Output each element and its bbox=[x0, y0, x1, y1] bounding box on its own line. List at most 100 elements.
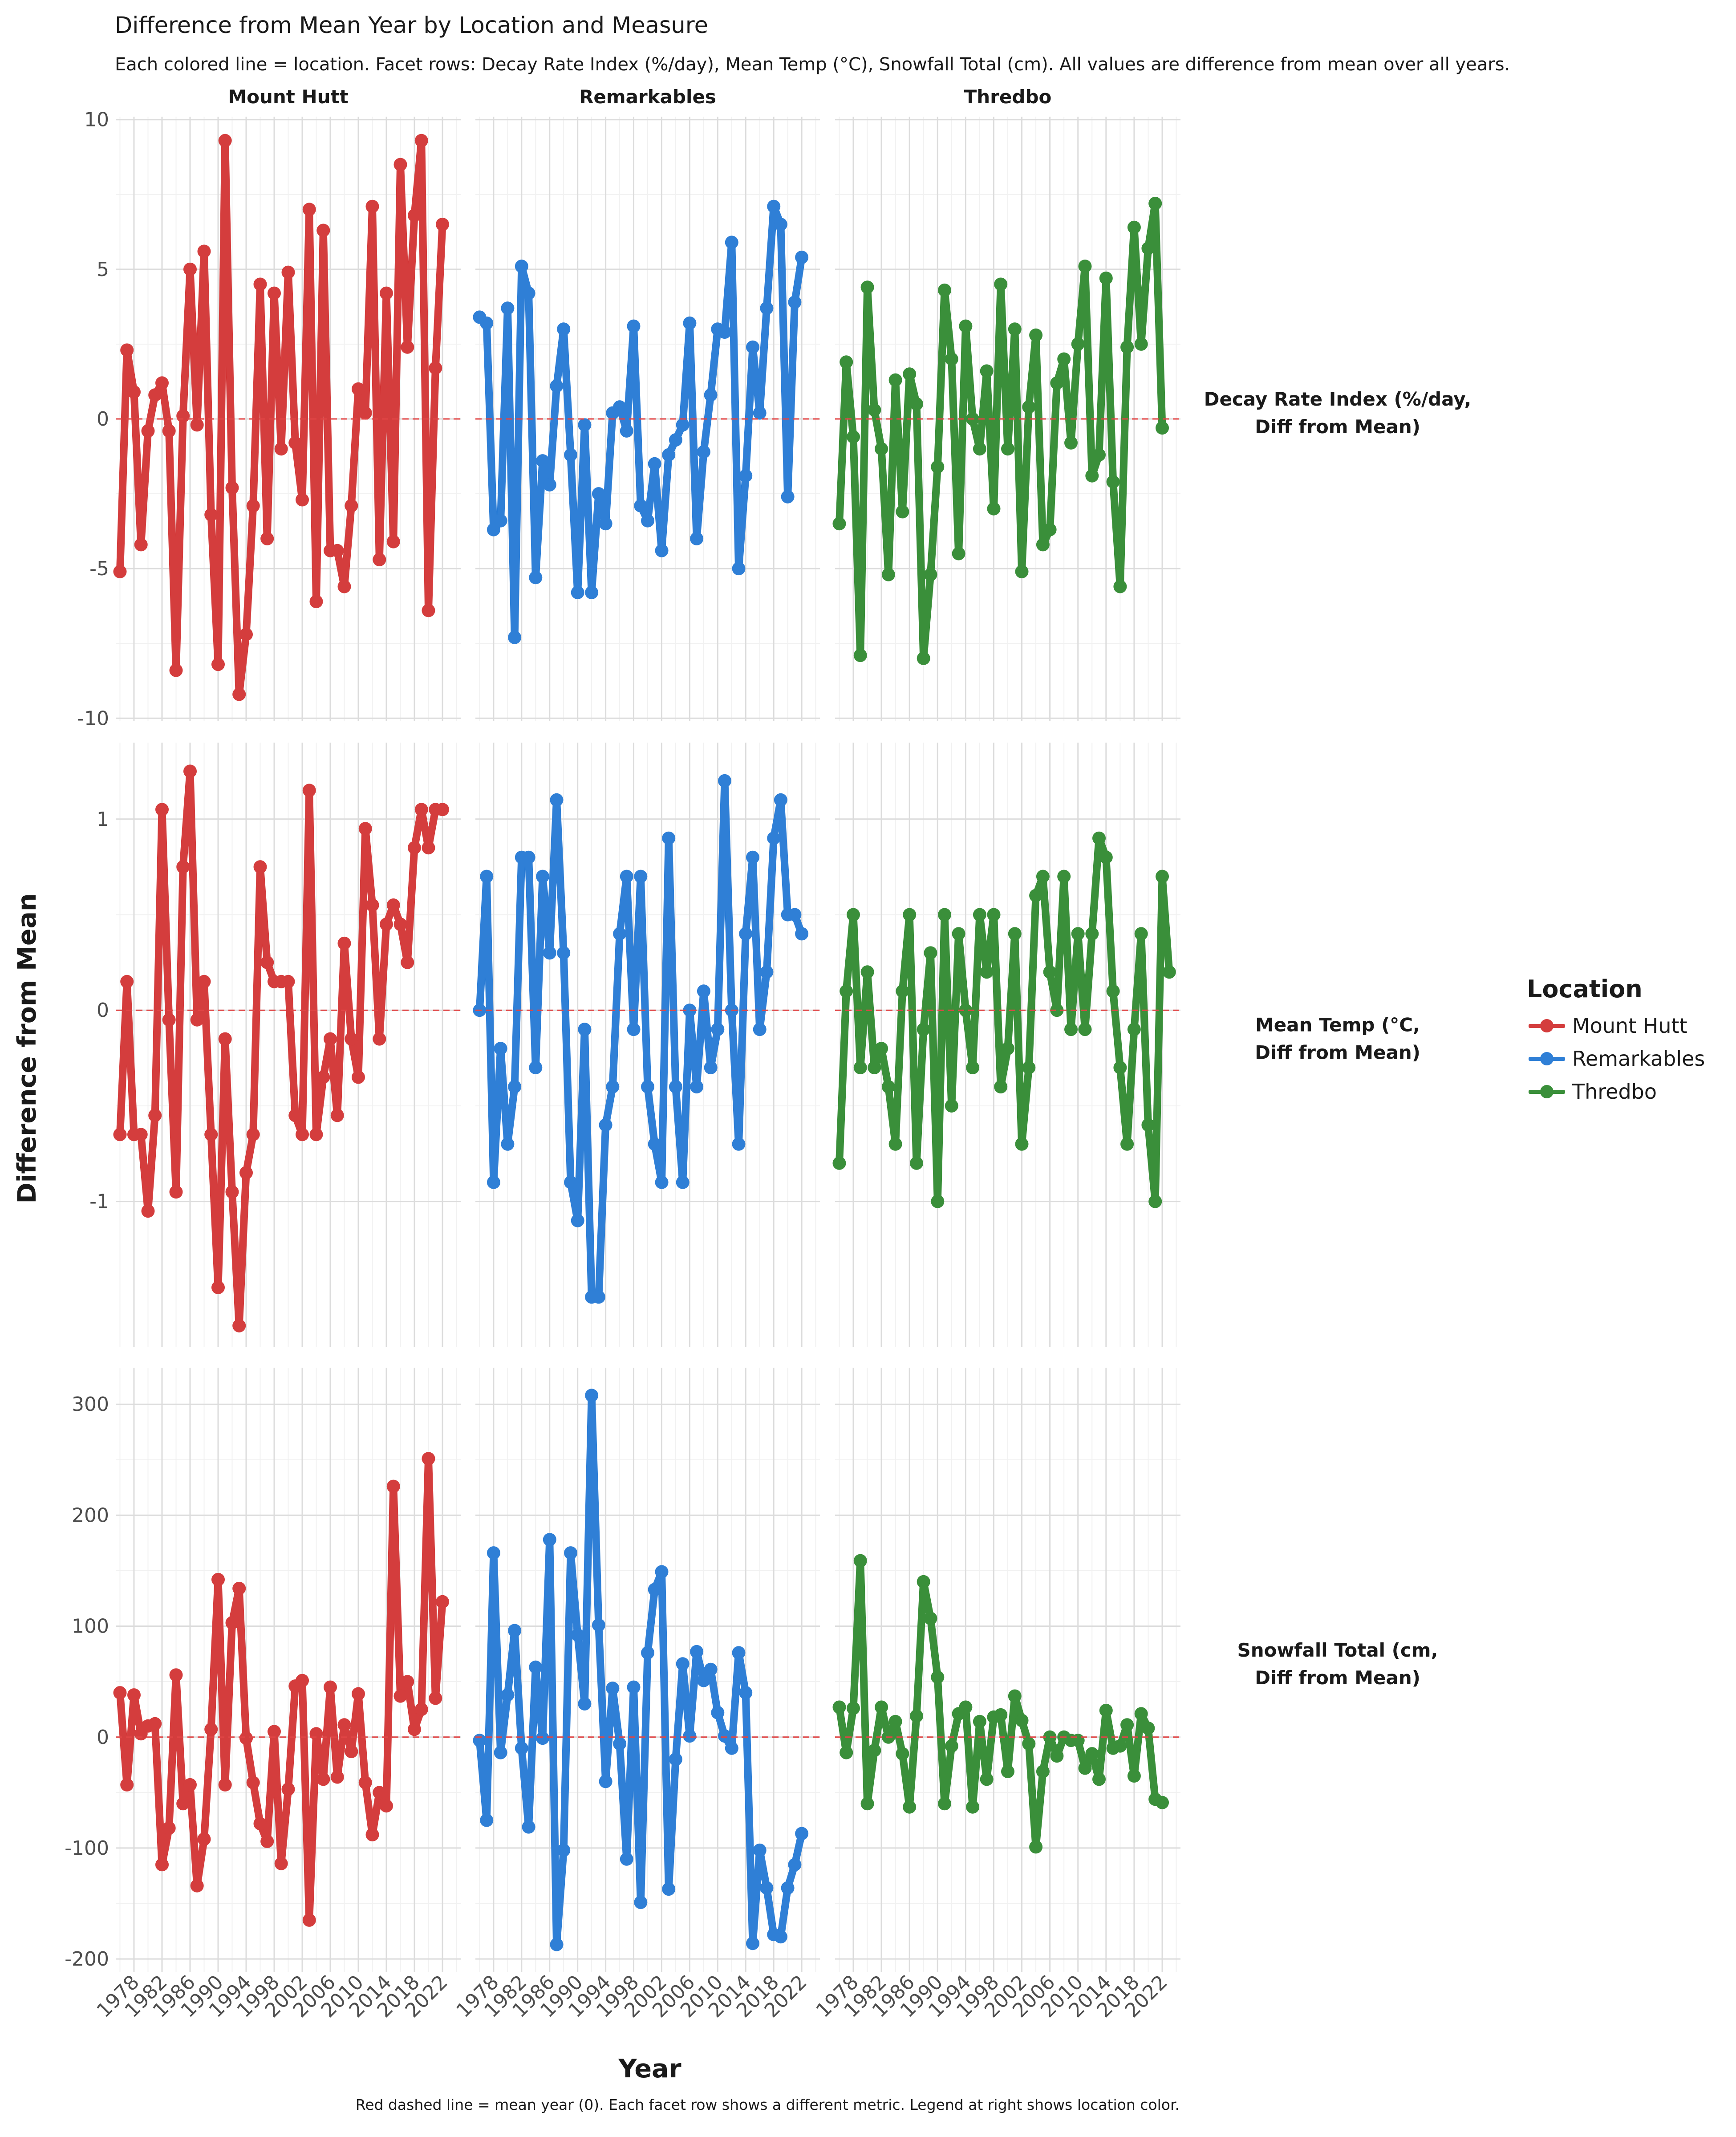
data-point-mount-hutt bbox=[296, 1128, 309, 1142]
data-point-mount-hutt bbox=[211, 1572, 225, 1586]
data-point-remarkables bbox=[774, 793, 787, 807]
chart-subtitle: Each colored line = location. Facet rows… bbox=[115, 54, 1510, 75]
data-point-mount-hutt bbox=[225, 481, 239, 495]
data-point-remarkables bbox=[550, 793, 564, 807]
data-point-mount-hutt bbox=[169, 1185, 183, 1199]
data-point-thredbo bbox=[1162, 965, 1176, 979]
panel-mount-hutt-row-3 bbox=[113, 1368, 461, 1972]
data-point-mount-hutt bbox=[288, 436, 302, 450]
data-point-remarkables bbox=[704, 1061, 718, 1074]
data-point-mount-hutt bbox=[386, 535, 400, 548]
data-point-thredbo bbox=[980, 1772, 994, 1786]
data-point-mount-hutt bbox=[330, 544, 344, 557]
y-tick-label: 0 bbox=[97, 408, 109, 431]
data-point-remarkables bbox=[536, 1731, 549, 1745]
data-point-thredbo bbox=[903, 1800, 917, 1814]
data-point-mount-hutt bbox=[288, 1109, 302, 1122]
data-point-remarkables bbox=[760, 965, 774, 979]
panel-remarkables-row-2 bbox=[473, 743, 820, 1347]
legend: Location Mount Hutt Remarkables Thredbo bbox=[1527, 975, 1705, 1108]
data-point-remarkables bbox=[641, 514, 654, 528]
data-point-thredbo bbox=[840, 1746, 853, 1759]
data-point-remarkables bbox=[578, 1023, 592, 1036]
data-point-thredbo bbox=[973, 442, 986, 456]
data-point-mount-hutt bbox=[429, 1691, 442, 1705]
data-point-remarkables bbox=[501, 1688, 515, 1702]
data-point-thredbo bbox=[1071, 927, 1085, 941]
data-point-mount-hutt bbox=[422, 841, 435, 855]
data-point-remarkables bbox=[480, 1813, 494, 1827]
data-point-mount-hutt bbox=[309, 1727, 323, 1741]
data-point-mount-hutt bbox=[127, 1688, 141, 1702]
data-point-mount-hutt bbox=[113, 565, 127, 578]
data-point-thredbo bbox=[868, 403, 881, 417]
data-point-remarkables bbox=[697, 984, 710, 998]
data-point-remarkables bbox=[620, 424, 633, 438]
data-point-remarkables bbox=[704, 1662, 718, 1676]
data-point-mount-hutt bbox=[302, 1913, 316, 1927]
y-tick-label: 300 bbox=[72, 1393, 109, 1416]
data-point-thredbo bbox=[994, 277, 1008, 291]
data-point-mount-hutt bbox=[352, 382, 365, 396]
data-point-thredbo bbox=[847, 908, 860, 922]
data-point-mount-hutt bbox=[211, 658, 225, 671]
data-point-mount-hutt bbox=[246, 1775, 260, 1789]
data-point-thredbo bbox=[917, 1575, 930, 1589]
data-point-remarkables bbox=[578, 1697, 592, 1710]
legend-label-mount-hutt: Mount Hutt bbox=[1572, 1014, 1687, 1038]
data-point-thredbo bbox=[840, 984, 853, 998]
data-point-thredbo bbox=[847, 430, 860, 444]
data-point-thredbo bbox=[1120, 340, 1134, 354]
data-point-remarkables bbox=[648, 1583, 661, 1597]
data-point-mount-hutt bbox=[414, 803, 428, 817]
data-point-mount-hutt bbox=[337, 1718, 351, 1732]
data-point-mount-hutt bbox=[176, 409, 190, 423]
data-point-mount-hutt bbox=[401, 1675, 414, 1689]
data-point-mount-hutt bbox=[380, 1799, 393, 1813]
data-point-thredbo bbox=[1015, 565, 1029, 578]
data-point-mount-hutt bbox=[268, 1725, 281, 1739]
data-point-thredbo bbox=[1043, 965, 1057, 979]
data-point-thredbo bbox=[1064, 1023, 1078, 1036]
data-point-thredbo bbox=[875, 442, 888, 456]
data-point-thredbo bbox=[910, 1709, 923, 1723]
data-point-mount-hutt bbox=[345, 1032, 358, 1046]
data-point-remarkables bbox=[585, 1389, 599, 1402]
data-point-mount-hutt bbox=[358, 822, 372, 836]
series-line-remarkables bbox=[475, 1391, 806, 1949]
data-point-thredbo bbox=[952, 927, 965, 941]
data-point-remarkables bbox=[718, 325, 731, 339]
data-point-remarkables bbox=[508, 1080, 522, 1093]
data-point-remarkables bbox=[732, 562, 746, 576]
data-point-thredbo bbox=[1071, 1734, 1085, 1747]
data-point-remarkables bbox=[676, 1175, 690, 1189]
data-point-thredbo bbox=[1071, 337, 1085, 351]
x-axis-title: Year bbox=[618, 2054, 681, 2084]
data-point-remarkables bbox=[732, 1646, 746, 1660]
data-point-thredbo bbox=[1099, 272, 1113, 285]
panel-thredbo-row-1 bbox=[832, 117, 1180, 721]
data-point-remarkables bbox=[508, 630, 522, 644]
data-point-remarkables bbox=[725, 236, 738, 249]
data-point-mount-hutt bbox=[352, 1687, 365, 1701]
data-point-remarkables bbox=[760, 1881, 774, 1895]
data-point-mount-hutt bbox=[141, 424, 155, 438]
data-point-remarkables bbox=[536, 869, 549, 883]
facet-column-label-remarkables: Remarkables bbox=[579, 86, 716, 108]
data-point-thredbo bbox=[917, 1023, 930, 1036]
data-point-remarkables bbox=[648, 457, 661, 471]
data-point-remarkables bbox=[795, 251, 809, 264]
data-point-thredbo bbox=[1029, 328, 1043, 342]
data-point-thredbo bbox=[1106, 475, 1120, 489]
data-point-thredbo bbox=[875, 1700, 888, 1714]
data-point-mount-hutt bbox=[246, 499, 260, 512]
data-point-thredbo bbox=[860, 965, 874, 979]
data-point-thredbo bbox=[1141, 241, 1155, 255]
data-point-mount-hutt bbox=[274, 442, 288, 456]
data-point-thredbo bbox=[1043, 523, 1057, 536]
y-tick-label: -5 bbox=[89, 557, 109, 580]
data-point-mount-hutt bbox=[401, 340, 414, 354]
data-point-thredbo bbox=[1029, 1840, 1043, 1854]
data-point-remarkables bbox=[529, 1061, 543, 1074]
y-tick-label: 0 bbox=[97, 1726, 109, 1749]
